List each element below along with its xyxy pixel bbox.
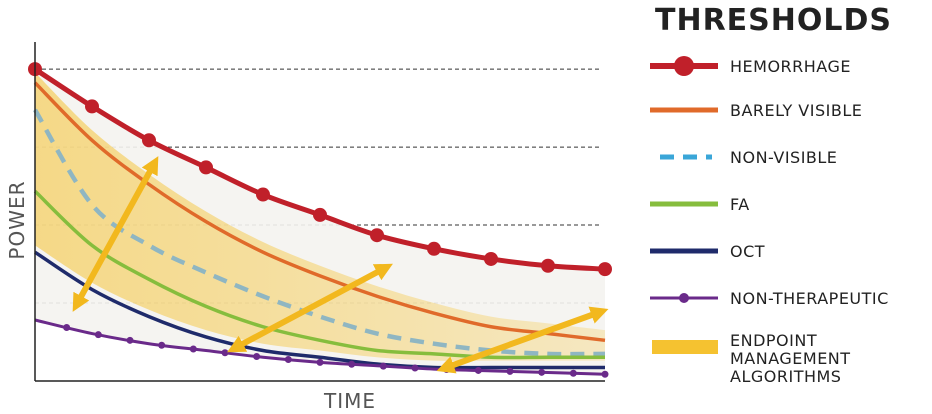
legend-label: ALGORITHMS [730, 367, 841, 386]
endpoint-arrow [436, 306, 609, 374]
legend: THRESHOLDS HEMORRHAGE BARELY VISIBLE NON… [650, 3, 892, 386]
data-point [85, 99, 99, 114]
data-point [427, 241, 441, 256]
data-point [569, 369, 577, 377]
data-point [189, 345, 197, 353]
legend-swatch-marker [679, 293, 689, 303]
data-point [411, 364, 419, 372]
data-point [538, 368, 546, 376]
data-point [158, 341, 166, 349]
data-point [379, 362, 387, 370]
legend-label: BARELY VISIBLE [730, 101, 862, 120]
legend-item-fa: FA [650, 195, 750, 214]
legend-item-hemorrhage: HEMORRHAGE [650, 56, 851, 76]
data-point [221, 349, 229, 357]
legend-label: HEMORRHAGE [730, 57, 851, 76]
legend-title: THRESHOLDS [655, 3, 892, 38]
data-point [484, 251, 498, 266]
legend-label: NON-VISIBLE [730, 148, 837, 167]
data-point [126, 336, 134, 344]
data-point [256, 187, 270, 202]
legend-item-oct: OCT [650, 242, 765, 261]
data-point [474, 366, 482, 374]
plot-area [28, 42, 612, 382]
y-axis-label: POWER [5, 180, 29, 259]
data-point [313, 207, 327, 222]
legend-label: OCT [730, 242, 765, 261]
legend-item-barely-visible: BARELY VISIBLE [650, 101, 862, 120]
legend-label: MANAGEMENT [730, 349, 851, 368]
data-point [506, 367, 514, 375]
data-point [598, 262, 612, 277]
legend-item-non-therapeutic: NON-THERAPEUTIC [650, 289, 889, 308]
data-point [541, 258, 555, 273]
data-point [284, 356, 292, 364]
legend-label: ENDPOINT [730, 331, 817, 350]
data-point [601, 370, 609, 378]
data-point [316, 358, 324, 366]
data-point [253, 353, 261, 361]
data-point [348, 360, 356, 368]
data-point [142, 133, 156, 148]
data-point [63, 324, 71, 332]
arrows [72, 156, 609, 374]
legend-swatch-marker [674, 56, 694, 76]
legend-label: NON-THERAPEUTIC [730, 289, 889, 308]
legend-item-non-visible: NON-VISIBLE [660, 148, 837, 167]
legend-label: FA [730, 195, 750, 214]
data-point [199, 160, 213, 175]
endpoint-arrow [72, 156, 159, 312]
data-point [94, 331, 102, 339]
legend-item-endpoint: ENDPOINT MANAGEMENT ALGORITHMS [652, 331, 851, 386]
endpoint-band [35, 72, 605, 361]
x-axis-label: TIME [323, 389, 376, 413]
endpoint-arrow [227, 263, 393, 353]
legend-swatch-band [652, 340, 718, 354]
data-point [370, 228, 384, 243]
